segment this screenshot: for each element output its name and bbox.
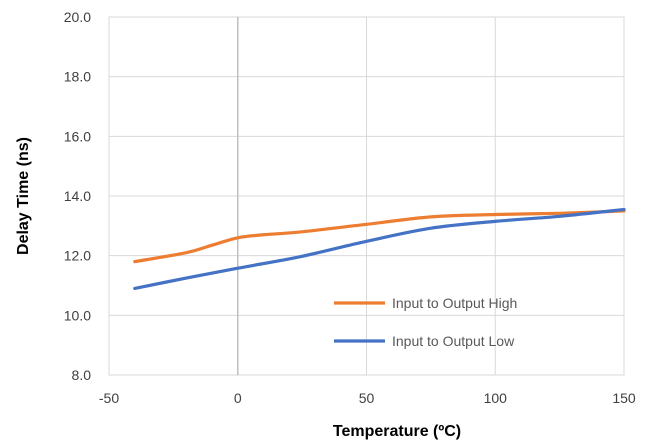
y-tick-label: 10.0 <box>64 307 91 323</box>
y-tick-label: 8.0 <box>72 367 92 383</box>
legend-label-1: Input to Output Low <box>392 333 515 349</box>
x-tick-label: -50 <box>99 390 119 406</box>
gridlines <box>109 17 624 375</box>
legend-label-0: Input to Output High <box>392 295 517 311</box>
y-tick-label: 12.0 <box>64 248 91 264</box>
legend: Input to Output High Input to Output Low <box>334 295 517 349</box>
series-line-1 <box>133 207 626 291</box>
y-tick-label: 20.0 <box>64 9 91 25</box>
y-axis-ticks: 8.0 10.0 12.0 14.0 16.0 18.0 20.0 <box>64 9 91 383</box>
series-line-0 <box>133 209 626 264</box>
x-tick-label: 50 <box>359 390 375 406</box>
y-tick-label: 16.0 <box>64 128 91 144</box>
x-tick-label: 150 <box>612 390 636 406</box>
y-tick-label: 18.0 <box>64 69 91 85</box>
y-tick-label: 14.0 <box>64 188 91 204</box>
series-lines <box>133 207 626 291</box>
x-axis-ticks: -50 0 50 100 150 <box>99 390 636 406</box>
y-axis-title: Delay Time (ns) <box>15 137 32 255</box>
x-tick-label: 100 <box>484 390 508 406</box>
x-tick-label: 0 <box>234 390 242 406</box>
x-axis-title: Temperature (ºC) <box>333 423 461 440</box>
